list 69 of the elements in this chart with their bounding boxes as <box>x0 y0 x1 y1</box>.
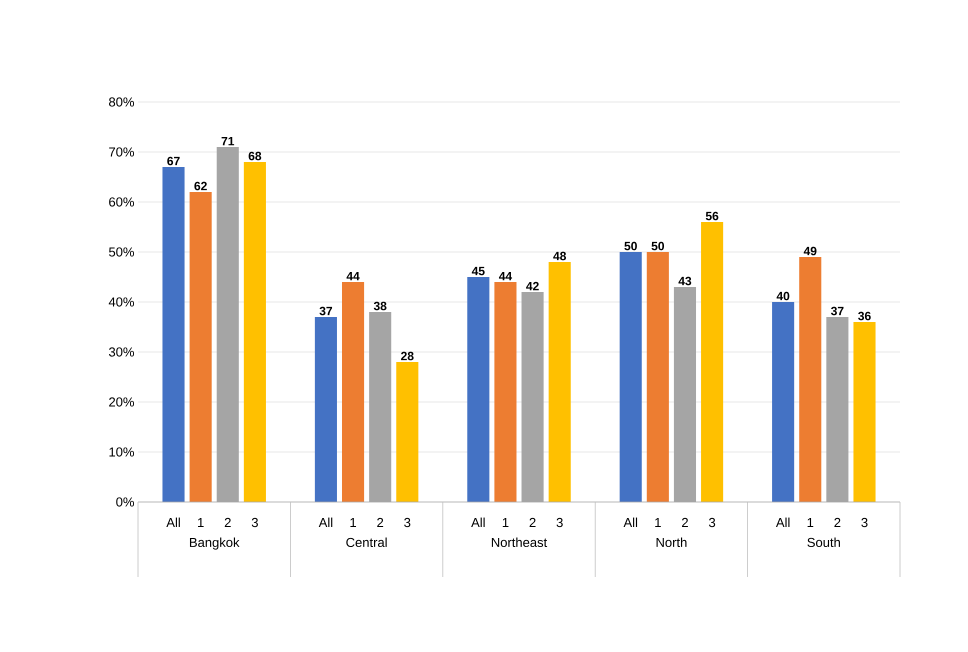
data-label: 28 <box>401 352 414 360</box>
data-label: 44 <box>498 272 512 280</box>
data-label: 37 <box>320 306 332 316</box>
text: 2 <box>834 518 840 527</box>
y-tick-label: 40% <box>108 297 134 307</box>
text: 2 <box>377 518 384 527</box>
bar <box>162 166 185 502</box>
bar <box>467 276 490 502</box>
data-label: 37 <box>830 306 844 316</box>
data-label: 56 <box>706 212 718 220</box>
bar <box>548 262 571 502</box>
bar <box>396 362 418 502</box>
bar <box>244 162 266 502</box>
bar <box>314 316 337 502</box>
text: 2 <box>682 518 688 527</box>
data-label: 36 <box>858 312 871 320</box>
text: 1 <box>350 518 356 527</box>
bar <box>646 252 669 502</box>
y-tick-label: 80% <box>109 97 134 107</box>
text: All <box>318 518 332 527</box>
y-tick-label: 50% <box>108 247 134 257</box>
data-label: 49 <box>804 246 816 256</box>
data-label: 50 <box>624 242 637 250</box>
y-tick-label: 20% <box>109 397 134 407</box>
text: 1 <box>502 518 508 527</box>
text: 3 <box>861 518 868 528</box>
text: All <box>471 518 485 527</box>
series-label: 2 <box>224 518 231 527</box>
data-label: 48 <box>553 252 566 260</box>
bar <box>190 192 212 502</box>
data-label: 42 <box>526 282 539 290</box>
series-label: All <box>166 518 180 527</box>
bar <box>494 282 516 502</box>
bar <box>701 222 724 502</box>
bar <box>853 322 876 502</box>
bar <box>772 302 794 502</box>
series-label: 3 <box>252 518 258 528</box>
text: 1 <box>655 518 661 527</box>
data-label: 50 <box>652 242 664 250</box>
y-tick-label: 30% <box>108 347 134 357</box>
data-label: 68 <box>248 152 262 160</box>
data-label: 71 <box>222 137 234 146</box>
text: 3 <box>708 518 716 528</box>
y-tick-label: 70% <box>109 147 134 157</box>
data-label: 43 <box>678 276 692 286</box>
text: All <box>776 518 790 527</box>
data-label: 44 <box>346 272 360 280</box>
x-tick-label: Northeast <box>492 538 548 548</box>
data-label: 62 <box>194 182 207 190</box>
x-tick-label: North <box>656 538 686 548</box>
x-tick-label: South <box>807 538 840 548</box>
data-label: 67 <box>167 156 180 166</box>
data-label: 38 <box>374 302 386 310</box>
bar <box>799 256 822 502</box>
x-tick-label: Bangkok <box>190 538 240 550</box>
y-tick-label: 0% <box>116 497 134 507</box>
text: 3 <box>556 518 563 528</box>
text: 1 <box>808 518 814 527</box>
text: All <box>624 518 638 527</box>
bar <box>620 252 642 502</box>
series-label: 1 <box>198 518 204 527</box>
y-tick-label: 10% <box>109 447 134 457</box>
data-label: 45 <box>472 266 485 276</box>
text: 2 <box>530 518 536 527</box>
x-tick-label: Central <box>346 538 387 548</box>
y-tick-label: 60% <box>109 197 134 207</box>
text: 3 <box>404 518 410 528</box>
bar <box>342 282 364 502</box>
data-label: 40 <box>776 292 790 300</box>
